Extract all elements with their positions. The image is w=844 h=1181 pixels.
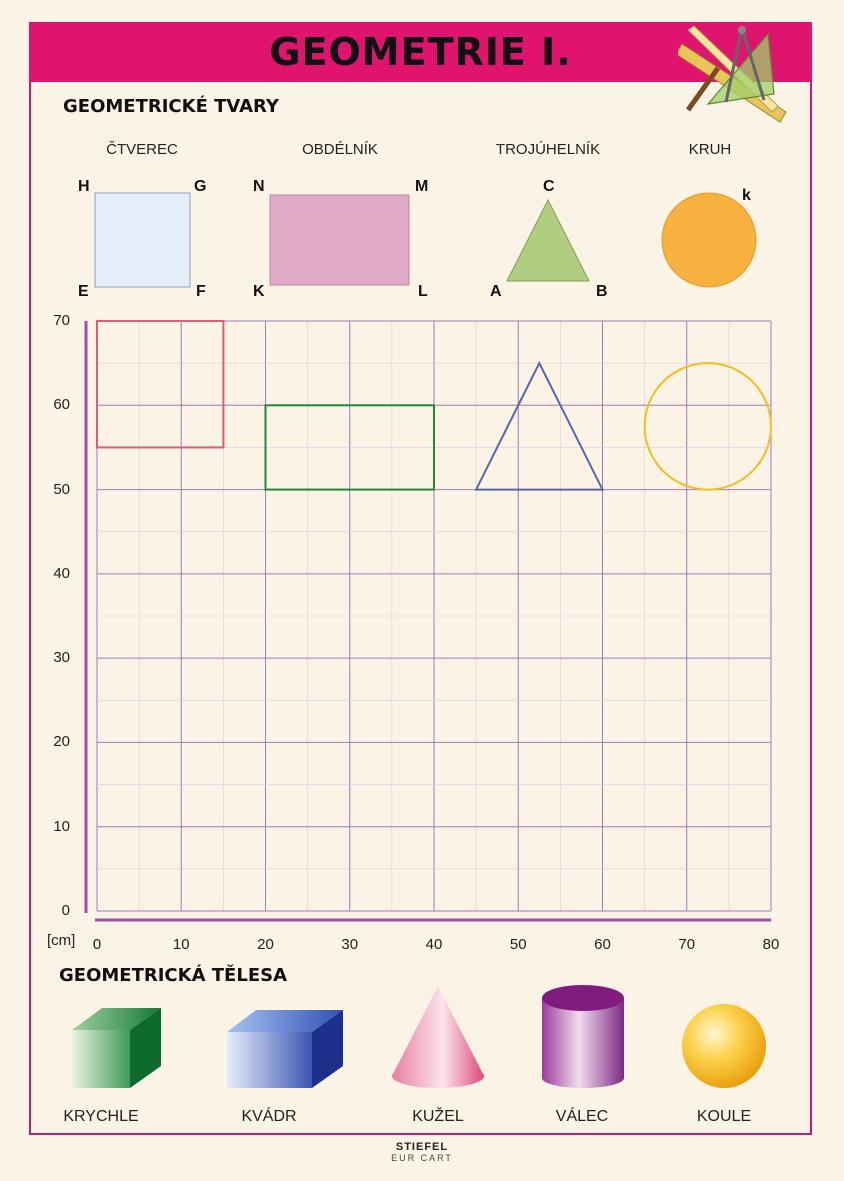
y-tick-label: 40 [53,564,70,582]
logo-subtext: EUR CART [391,1153,453,1163]
drawing-tools-illustration [678,25,787,123]
shape-name-square: ČTVEREC [106,141,178,158]
vertex-n: N [253,178,265,195]
y-tick-label: 60 [53,396,70,414]
vertex-b: B [596,283,608,300]
y-tick-label: 70 [53,312,70,329]
x-tick-label: 50 [509,936,527,953]
shape-name-rectangle: OBDÉLNÍK [302,141,378,158]
compass-icon [724,26,766,103]
publisher-logo: STIEFEL EUR CART [372,1141,472,1163]
solid-name-cylinder: VÁLEC [555,1108,609,1125]
vertex-a: A [490,283,502,300]
solid-name-sphere: KOULE [696,1108,752,1125]
shape-illustrations [94,192,757,288]
x-tick-label: 30 [341,936,359,953]
y-tick-label: 0 [61,902,70,919]
cone-solid [392,986,484,1088]
y-tick-label: 10 [53,817,70,835]
solids-section-title: GEOMETRICKÁ TĚLESA [59,965,288,986]
rectangle-shape [269,194,410,286]
shape-name-circle: KRUH [688,141,732,158]
triangle-shape [506,198,590,282]
cylinder-solid [542,985,624,1088]
grid-circle [643,362,772,491]
circle-label-k: k [742,187,751,204]
vertex-c: C [543,178,555,195]
x-tick-label: 60 [594,936,611,953]
solid-illustrations [72,985,766,1088]
unit-label: [cm] [47,932,76,949]
pencil-icon [685,66,721,112]
x-tick-label: 70 [678,936,696,953]
shape-name-triangle: TROJÚHELNÍK [495,141,601,158]
vertex-e: E [78,283,89,300]
logo-text: STIEFEL [395,1141,449,1153]
x-tick-label: 10 [172,936,190,953]
circle-shape [661,192,757,288]
grid-rectangle [96,320,225,449]
y-tick-label: 50 [53,480,70,498]
vertex-f: F [196,283,206,300]
square-shape [94,192,191,288]
grid-triangle [474,360,605,491]
grid-rectangle [264,404,435,491]
y-tick-label: 20 [53,733,70,751]
solid-name-cone: KUŽEL [412,1108,464,1125]
sphere-solid [682,1004,766,1088]
cuboid-solid [227,1010,343,1088]
coordinate-grid [84,320,772,922]
vertex-m: M [415,178,429,195]
y-tick-label: 30 [53,649,70,667]
x-tick-label: 80 [762,936,780,953]
solid-name-cuboid: KVÁDR [241,1108,297,1125]
triangle-ruler-icon [706,32,775,105]
x-tick-label: 40 [425,936,443,953]
cube-solid [72,1008,161,1088]
shapes-section-title: GEOMETRICKÉ TVARY [63,96,279,117]
vertex-h: H [78,178,90,195]
x-tick-label: 20 [257,936,274,953]
vertex-k: K [253,283,265,300]
page-title: GEOMETRIE I. [269,30,572,74]
vertex-l: L [418,283,428,300]
vertex-g: G [194,178,207,195]
x-tick-label: 0 [92,936,102,953]
solid-name-cube: KRYCHLE [63,1108,139,1125]
